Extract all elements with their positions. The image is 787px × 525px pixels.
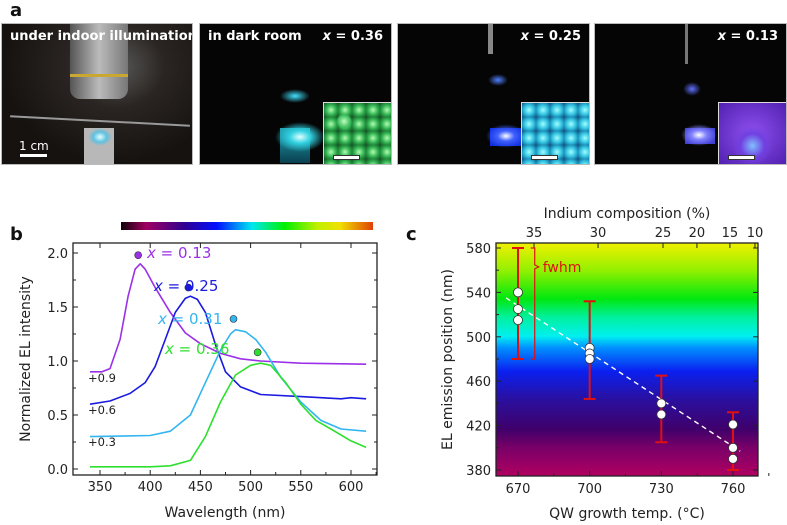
data-point (513, 315, 523, 326)
photo-x025: x = 0.25 (397, 23, 590, 165)
peak-marker (134, 251, 142, 259)
y-tick-label: 0.0 (47, 463, 68, 478)
spectrum-background (496, 243, 758, 476)
photo-label: under indoor illumination (10, 29, 192, 44)
data-point (584, 354, 595, 364)
x-tick-label: 450 (188, 480, 213, 495)
fit-line (505, 297, 741, 452)
top-x-tick-label: 30 (590, 226, 607, 241)
x-tick-label: 400 (138, 480, 163, 495)
scale-bar (531, 155, 558, 160)
probe (488, 24, 493, 54)
plot-frame (72, 242, 378, 476)
peak-marker (229, 315, 238, 323)
reflection-glow (683, 82, 701, 96)
x-axis-label: Wavelength (nm) (165, 505, 286, 521)
composition-label: x = 0.36 (322, 29, 383, 44)
peak-marker (184, 283, 193, 292)
spectrum-line-2 (89, 328, 367, 438)
offset-label: +0.9 (88, 371, 116, 385)
top-x-tick-label: 20 (689, 226, 706, 241)
reflection-glow (488, 74, 508, 86)
probe (685, 24, 688, 64)
offset-label: +0.3 (88, 435, 116, 449)
x-axis-label: QW growth temp. (°C) (549, 506, 705, 522)
y-axis-label: Normalized EL intensity (18, 276, 34, 442)
x-tick-label: 760 (721, 482, 746, 497)
y-tick-label: 540 (466, 286, 491, 301)
emission-glow (681, 124, 717, 146)
panel-c-chart: 670 700 730 760 380 420 460 500 540 580 35 30 25 20 15… (440, 206, 770, 522)
panel-b-chart: 350 400 450 500 550 600 0.0 0.5 1.0 1.5 2.0 Wavelen… (18, 222, 378, 521)
y-tick-label: 580 (466, 242, 491, 257)
spectrum-line-0 (90, 263, 367, 373)
scale-bar (20, 154, 47, 157)
data-point (656, 409, 667, 420)
fwhm-label: fwhm (543, 260, 582, 276)
data-point (728, 442, 738, 453)
top-x-tick-label: 10 (747, 226, 764, 241)
y-tick-label: 1.0 (47, 355, 68, 370)
emission-glow (275, 122, 325, 152)
y-tick-label: 460 (466, 375, 491, 390)
inset-micrograph (323, 102, 391, 164)
y-tick-label: 500 (466, 331, 491, 346)
data-point (513, 287, 523, 298)
top-x-tick-label: 15 (722, 226, 739, 241)
top-x-tick-label: 25 (655, 226, 672, 241)
series-label: x = 0.31 (157, 310, 222, 328)
spectrum-line-1 (89, 295, 367, 405)
spectrum-colorbar (121, 222, 373, 230)
x-tick-label: 550 (288, 480, 313, 495)
x-tick-label: 600 (339, 480, 364, 495)
composition-label: x = 0.13 (717, 29, 778, 44)
emission-glow (88, 128, 112, 146)
top-x-tick-label: 35 (526, 226, 543, 241)
spectrum-line-3 (90, 362, 367, 468)
microscope-objective (70, 24, 128, 99)
fwhm-bracket (530, 247, 541, 360)
x-tick-label: 350 (88, 480, 113, 495)
scale-label: 1 cm (19, 139, 49, 153)
y-tick-label: 380 (466, 464, 491, 479)
composition-label: x = 0.25 (520, 29, 581, 44)
data-point (656, 398, 667, 409)
photo-x013: x = 0.13 (594, 23, 787, 165)
y-tick-label: 0.5 (47, 409, 68, 424)
offset-label: +0.6 (88, 403, 116, 417)
photo-label: in dark room (208, 29, 302, 44)
x-tick-label: 730 (649, 482, 674, 497)
series-label: x = 0.25 (153, 277, 218, 295)
data-point (513, 304, 523, 314)
x-tick-label: 700 (577, 482, 602, 497)
panel-b-letter: b (10, 224, 23, 245)
top-x-axis-label: Indium composition (%) (544, 206, 711, 222)
photo-indoor: under indoor illumination 1 cm (1, 23, 193, 165)
series-label: x = 0.36 (164, 340, 229, 358)
y-tick-label: 2.0 (47, 247, 68, 262)
scale-bar (728, 155, 755, 160)
x-tick-label: 500 (238, 480, 263, 495)
inset-micrograph (521, 102, 589, 164)
inset-micrograph (718, 102, 786, 164)
y-tick-label: 420 (466, 420, 491, 435)
panel-a-letter: a (10, 0, 23, 21)
peak-marker (253, 348, 262, 357)
y-tick-label: 1.5 (47, 301, 68, 316)
series-label: x = 0.13 (146, 244, 211, 262)
data-point (728, 419, 738, 430)
scale-bar (333, 155, 360, 160)
photo-x036: in dark room x = 0.36 (199, 23, 392, 165)
reflection-glow (280, 89, 310, 103)
emission-glow (486, 124, 526, 148)
x-tick-label: 670 (506, 482, 531, 497)
panel-c-letter: c (406, 224, 417, 245)
y-axis-label: EL emission position (nm) (440, 269, 456, 450)
data-point (728, 453, 738, 464)
objective-ring (70, 74, 128, 77)
